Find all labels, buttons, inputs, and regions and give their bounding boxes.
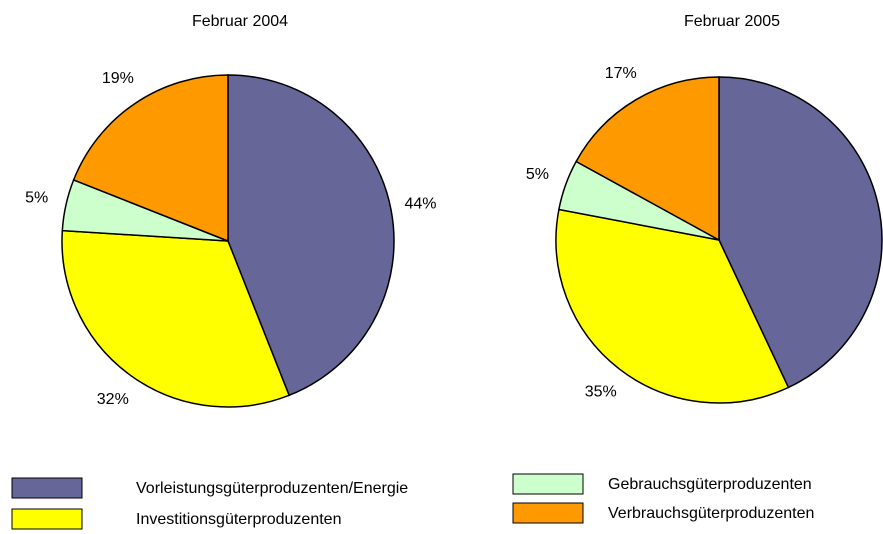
chart-title: Februar 2005 xyxy=(684,13,780,30)
data-label: 44% xyxy=(405,195,437,212)
data-label: 5% xyxy=(25,189,48,206)
legend-label: Vorleistungsgüterproduzenten/Energie xyxy=(136,480,408,497)
pie-slice xyxy=(227,74,395,397)
chart-title: Februar 2004 xyxy=(192,13,288,30)
legend-swatch xyxy=(11,508,83,530)
legend-swatch xyxy=(11,477,83,499)
legend-label: Investitionsgüterproduzenten xyxy=(136,511,341,528)
pie-slice xyxy=(718,76,883,389)
data-label: 32% xyxy=(97,391,129,408)
pie-slice xyxy=(72,74,229,243)
legend-label: Gebrauchsgüterproduzenten xyxy=(608,476,812,493)
legend-label: Verbrauchsgüterproduzenten xyxy=(608,505,814,522)
data-label: 19% xyxy=(102,70,134,87)
data-label: 35% xyxy=(585,384,617,401)
pie-slice xyxy=(61,229,291,408)
pie-slice xyxy=(575,76,720,242)
data-label: 17% xyxy=(605,65,637,82)
pie-slice xyxy=(555,208,790,404)
legend-swatch xyxy=(512,473,584,495)
data-label: 5% xyxy=(526,166,549,183)
legend-swatch xyxy=(512,502,584,524)
